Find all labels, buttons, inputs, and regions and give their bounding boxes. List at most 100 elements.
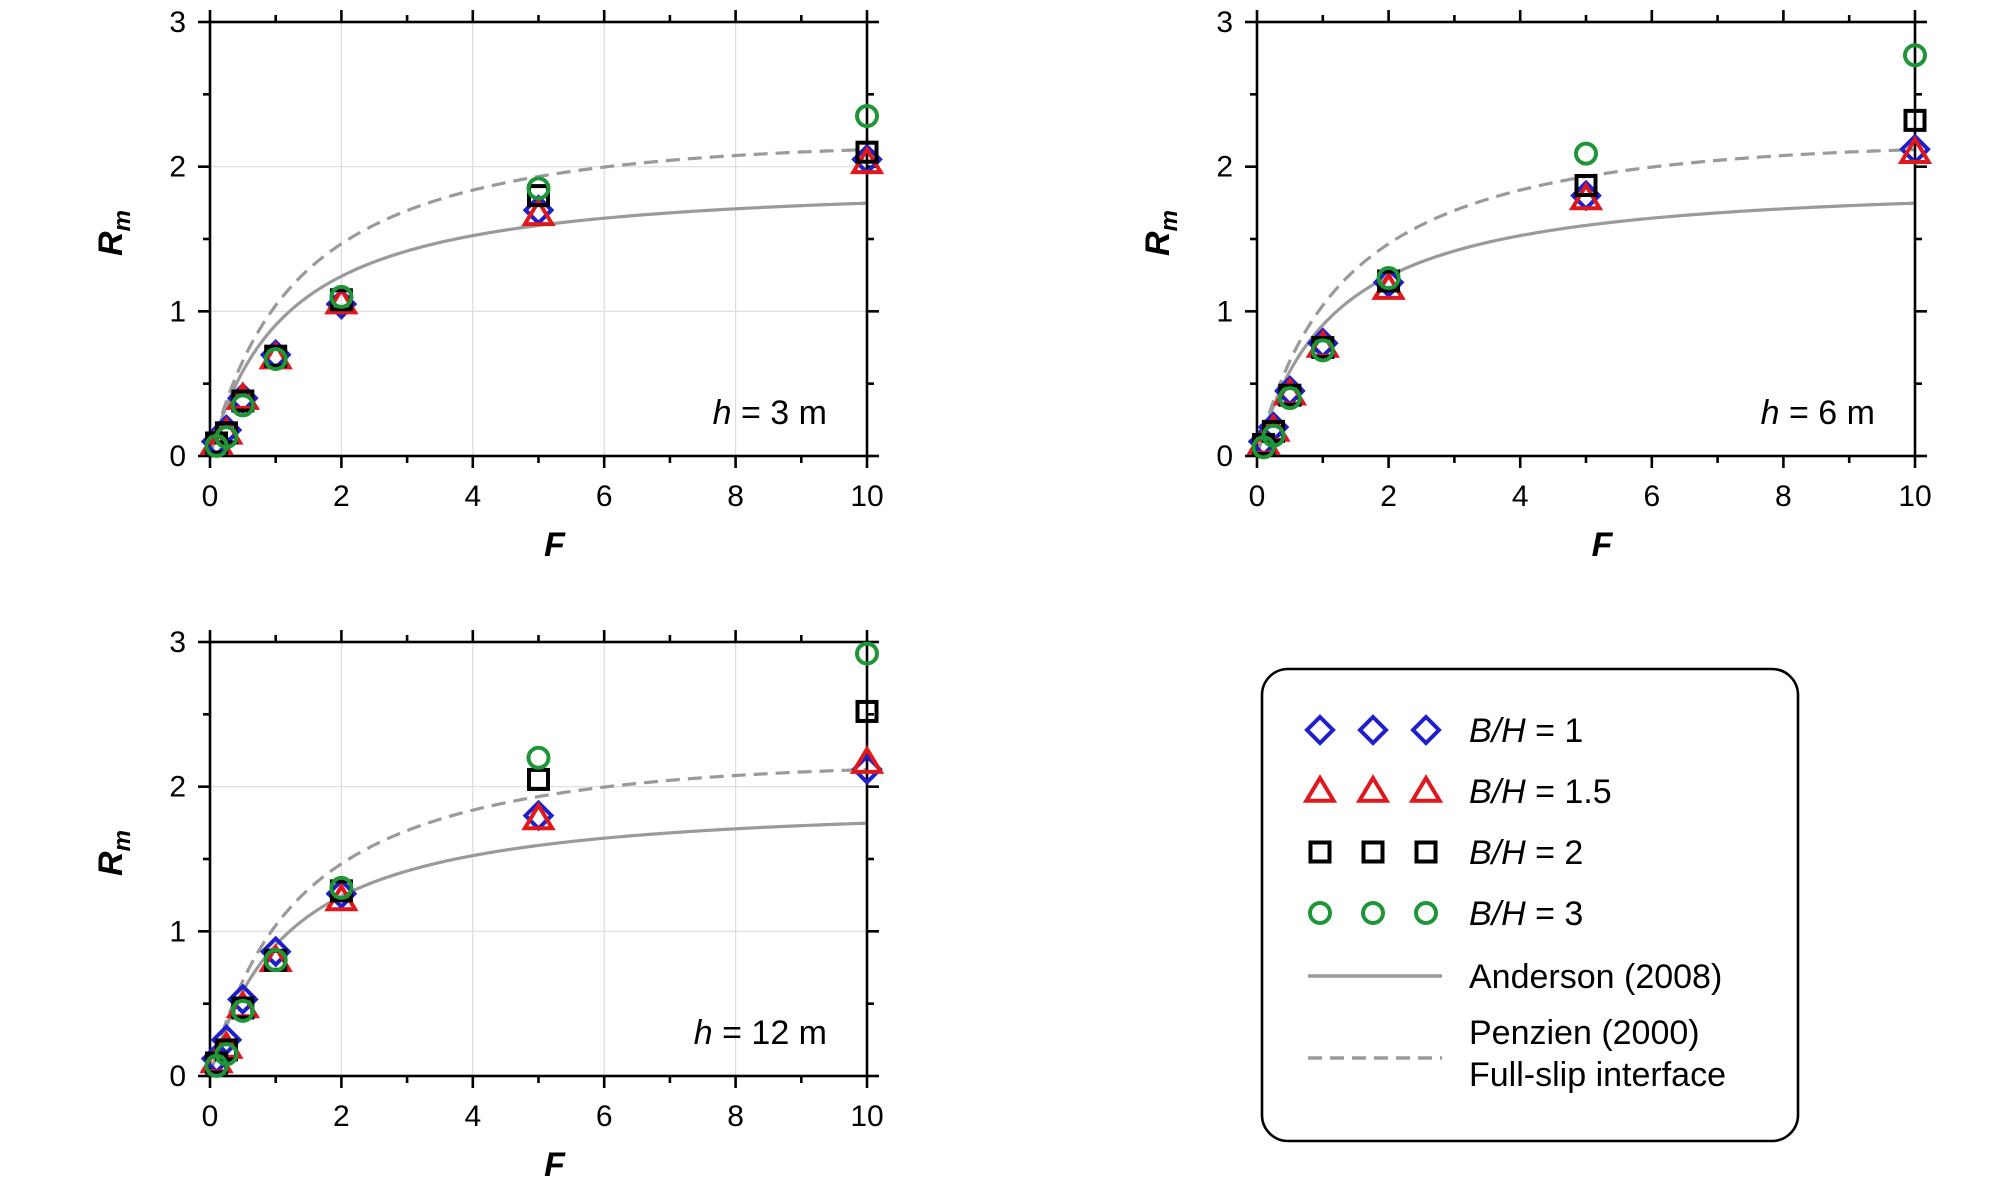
legend-marker-diamond [1304, 714, 1336, 746]
y-tick-label: 0 [169, 1060, 186, 1093]
legend-line-label: Penzien (2000) [1469, 1014, 1700, 1052]
x-tick-label: 2 [333, 480, 350, 513]
legend-marker-circle [1308, 901, 1332, 925]
chart-panel-2: 0 2 4 6 8 10 0 1 2 3 F Rm h = 6 m [1139, 6, 1933, 564]
data-point-circle [526, 176, 551, 201]
legend-line-label-2: Full-slip interface [1469, 1056, 1726, 1094]
data-point-circle [230, 393, 255, 418]
legend-label: B/H = 1 [1469, 712, 1583, 750]
panel-annotation: h = 12 m [694, 1014, 827, 1052]
data-point-diamond [259, 935, 292, 968]
data-point-circle [1574, 141, 1598, 166]
legend: B/H = 1 B/H = 1.5 B/H = 2 B/H = 3 Anderson (… [1260, 667, 1800, 1143]
plot-frame [208, 640, 869, 1078]
legend-marker-square [1308, 840, 1332, 864]
series-circle [204, 641, 879, 1078]
data-point-triangle [521, 197, 556, 227]
panel-annotation: h = 6 m [1761, 394, 1875, 432]
anderson-curve [1255, 201, 1916, 457]
chart-panel-1: 0 2 4 6 8 10 0 1 2 3 F Rm h = 3 m [92, 6, 885, 564]
plot-frame [208, 20, 869, 458]
x-tick-label: 2 [333, 1100, 350, 1133]
x-tick-label: 6 [1643, 480, 1660, 513]
x-tick-label: 0 [202, 1100, 219, 1133]
y-tick-label: 0 [169, 440, 186, 473]
legend-marker-circle [1361, 901, 1385, 925]
data-point-circle [855, 641, 879, 666]
x-tick-label: 6 [596, 1100, 613, 1133]
data-point-circle [230, 998, 255, 1023]
penzien-curve [208, 768, 868, 1077]
data-point-circle [329, 875, 354, 900]
legend-marker-triangle [1302, 774, 1338, 803]
data-point-circle [1277, 386, 1302, 411]
data-point-circle [1261, 423, 1286, 448]
data-point-square [527, 767, 550, 791]
x-tick-label: 6 [596, 480, 613, 513]
data-point-circle [214, 1042, 239, 1067]
panel-annotation: h = 3 m [713, 394, 827, 432]
series-circle [1251, 43, 1927, 460]
y-tick-label: 1 [169, 915, 186, 948]
y-axis-title: Rm [92, 830, 136, 876]
data-point-square [855, 140, 879, 164]
y-tick-label: 2 [169, 771, 186, 804]
data-point-circle [855, 104, 879, 129]
legend-label: B/H = 2 [1469, 834, 1583, 872]
legend-label: B/H = 1.5 [1469, 773, 1612, 811]
legend-line-item: Penzien (2000) Full-slip interface [1308, 1014, 1726, 1094]
data-point-triangle [521, 801, 556, 831]
y-tick-label: 2 [169, 151, 186, 184]
legend-item: B/H = 1.5 [1302, 773, 1612, 811]
x-tick-label: 2 [1380, 480, 1397, 513]
data-point-circle [1376, 266, 1401, 291]
x-tick-label: 0 [202, 480, 219, 513]
x-tick-label: 8 [1775, 480, 1792, 513]
data-point-triangle [849, 745, 885, 774]
legend-line-item: Anderson (2008) [1308, 958, 1722, 996]
legend-marker-square [1414, 840, 1438, 864]
x-axis-title: F [544, 526, 566, 564]
data-point-circle [263, 347, 288, 372]
y-tick-label: 1 [1216, 295, 1233, 328]
data-point-circle [263, 948, 288, 973]
data-point-circle [1310, 338, 1335, 363]
legend-marker-diamond [1410, 714, 1442, 746]
legend-item: B/H = 2 [1308, 834, 1583, 872]
legend-marker-circle [1414, 901, 1438, 925]
y-tick-label: 1 [169, 295, 186, 328]
legend-line-label: Anderson (2008) [1469, 958, 1722, 996]
x-tick-label: 10 [850, 480, 883, 513]
anderson-curve [208, 821, 868, 1077]
legend-label: B/H = 3 [1469, 895, 1583, 933]
y-axis-title: Rm [92, 210, 136, 256]
x-tick-label: 10 [1898, 480, 1931, 513]
data-point-square [1574, 173, 1598, 197]
data-point-triangle [1897, 135, 1933, 164]
data-point-triangle [324, 882, 359, 912]
legend-marker-square [1361, 840, 1385, 864]
y-tick-label: 2 [1216, 151, 1233, 184]
chart-panel-3: 0 2 4 6 8 10 0 1 2 3 F Rm h = 12 m [92, 626, 885, 1184]
y-tick-label: 3 [169, 6, 186, 39]
data-point-circle [329, 284, 354, 309]
data-point-square [855, 699, 879, 723]
y-tick-label: 0 [1216, 440, 1233, 473]
x-tick-label: 8 [727, 480, 744, 513]
data-point-triangle [324, 285, 359, 315]
data-point-circle [1903, 43, 1927, 68]
data-point-diamond [227, 983, 259, 1016]
x-tick-label: 8 [727, 1100, 744, 1133]
x-axis-title: F [544, 1146, 566, 1184]
series-circle [204, 104, 879, 458]
data-point-square [1903, 108, 1927, 132]
plot-frame [1255, 20, 1917, 458]
x-axis-title: F [1592, 526, 1614, 564]
x-tick-label: 10 [850, 1100, 883, 1133]
legend-item: B/H = 1 [1304, 712, 1583, 750]
data-point-circle [214, 425, 239, 450]
y-axis-title: Rm [1139, 210, 1183, 256]
x-tick-label: 0 [1249, 480, 1266, 513]
